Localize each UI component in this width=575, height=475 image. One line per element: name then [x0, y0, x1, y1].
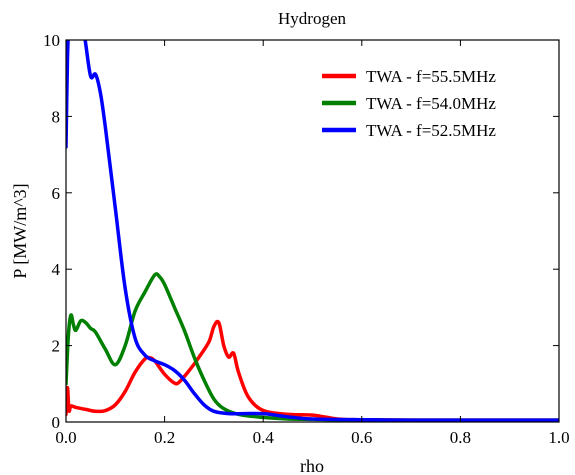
- y-tick-label: 10: [43, 31, 60, 50]
- series-line-3: [66, 40, 559, 422]
- plot-frame: [65, 39, 560, 423]
- y-tick-label: 8: [52, 107, 61, 126]
- legend: TWA - f=55.5MHz TWA - f=54.0MHz TWA - f=52…: [322, 67, 496, 140]
- x-tick-label: 0.6: [351, 428, 372, 447]
- legend-label-1: TWA - f=55.5MHz: [366, 67, 496, 86]
- y-tick-label: 0: [52, 413, 61, 432]
- x-tick-label: 0.4: [253, 428, 275, 447]
- x-tick-label: 1.0: [548, 428, 569, 447]
- x-tick-label: 0.8: [450, 428, 471, 447]
- legend-label-3: TWA - f=52.5MHz: [366, 121, 496, 140]
- x-tick-label: 0.2: [154, 428, 175, 447]
- y-tick-label: 6: [52, 184, 61, 203]
- y-tick-label: 2: [52, 337, 61, 356]
- series-layer: [66, 40, 559, 422]
- legend-label-2: TWA - f=54.0MHz: [366, 94, 496, 113]
- x-tick-label: 0.0: [55, 428, 76, 447]
- x-axis-label: rho: [300, 456, 324, 475]
- y-tick-label: 4: [52, 260, 61, 279]
- y-axis-label: P [MW/m^3]: [10, 183, 30, 278]
- series-line-1: [66, 319, 559, 422]
- ticks-layer: 0.0 0.2 0.4 0.6 0.8 1.0 0 2 4 6 8 10: [43, 31, 570, 447]
- chart-title: Hydrogen: [278, 9, 346, 28]
